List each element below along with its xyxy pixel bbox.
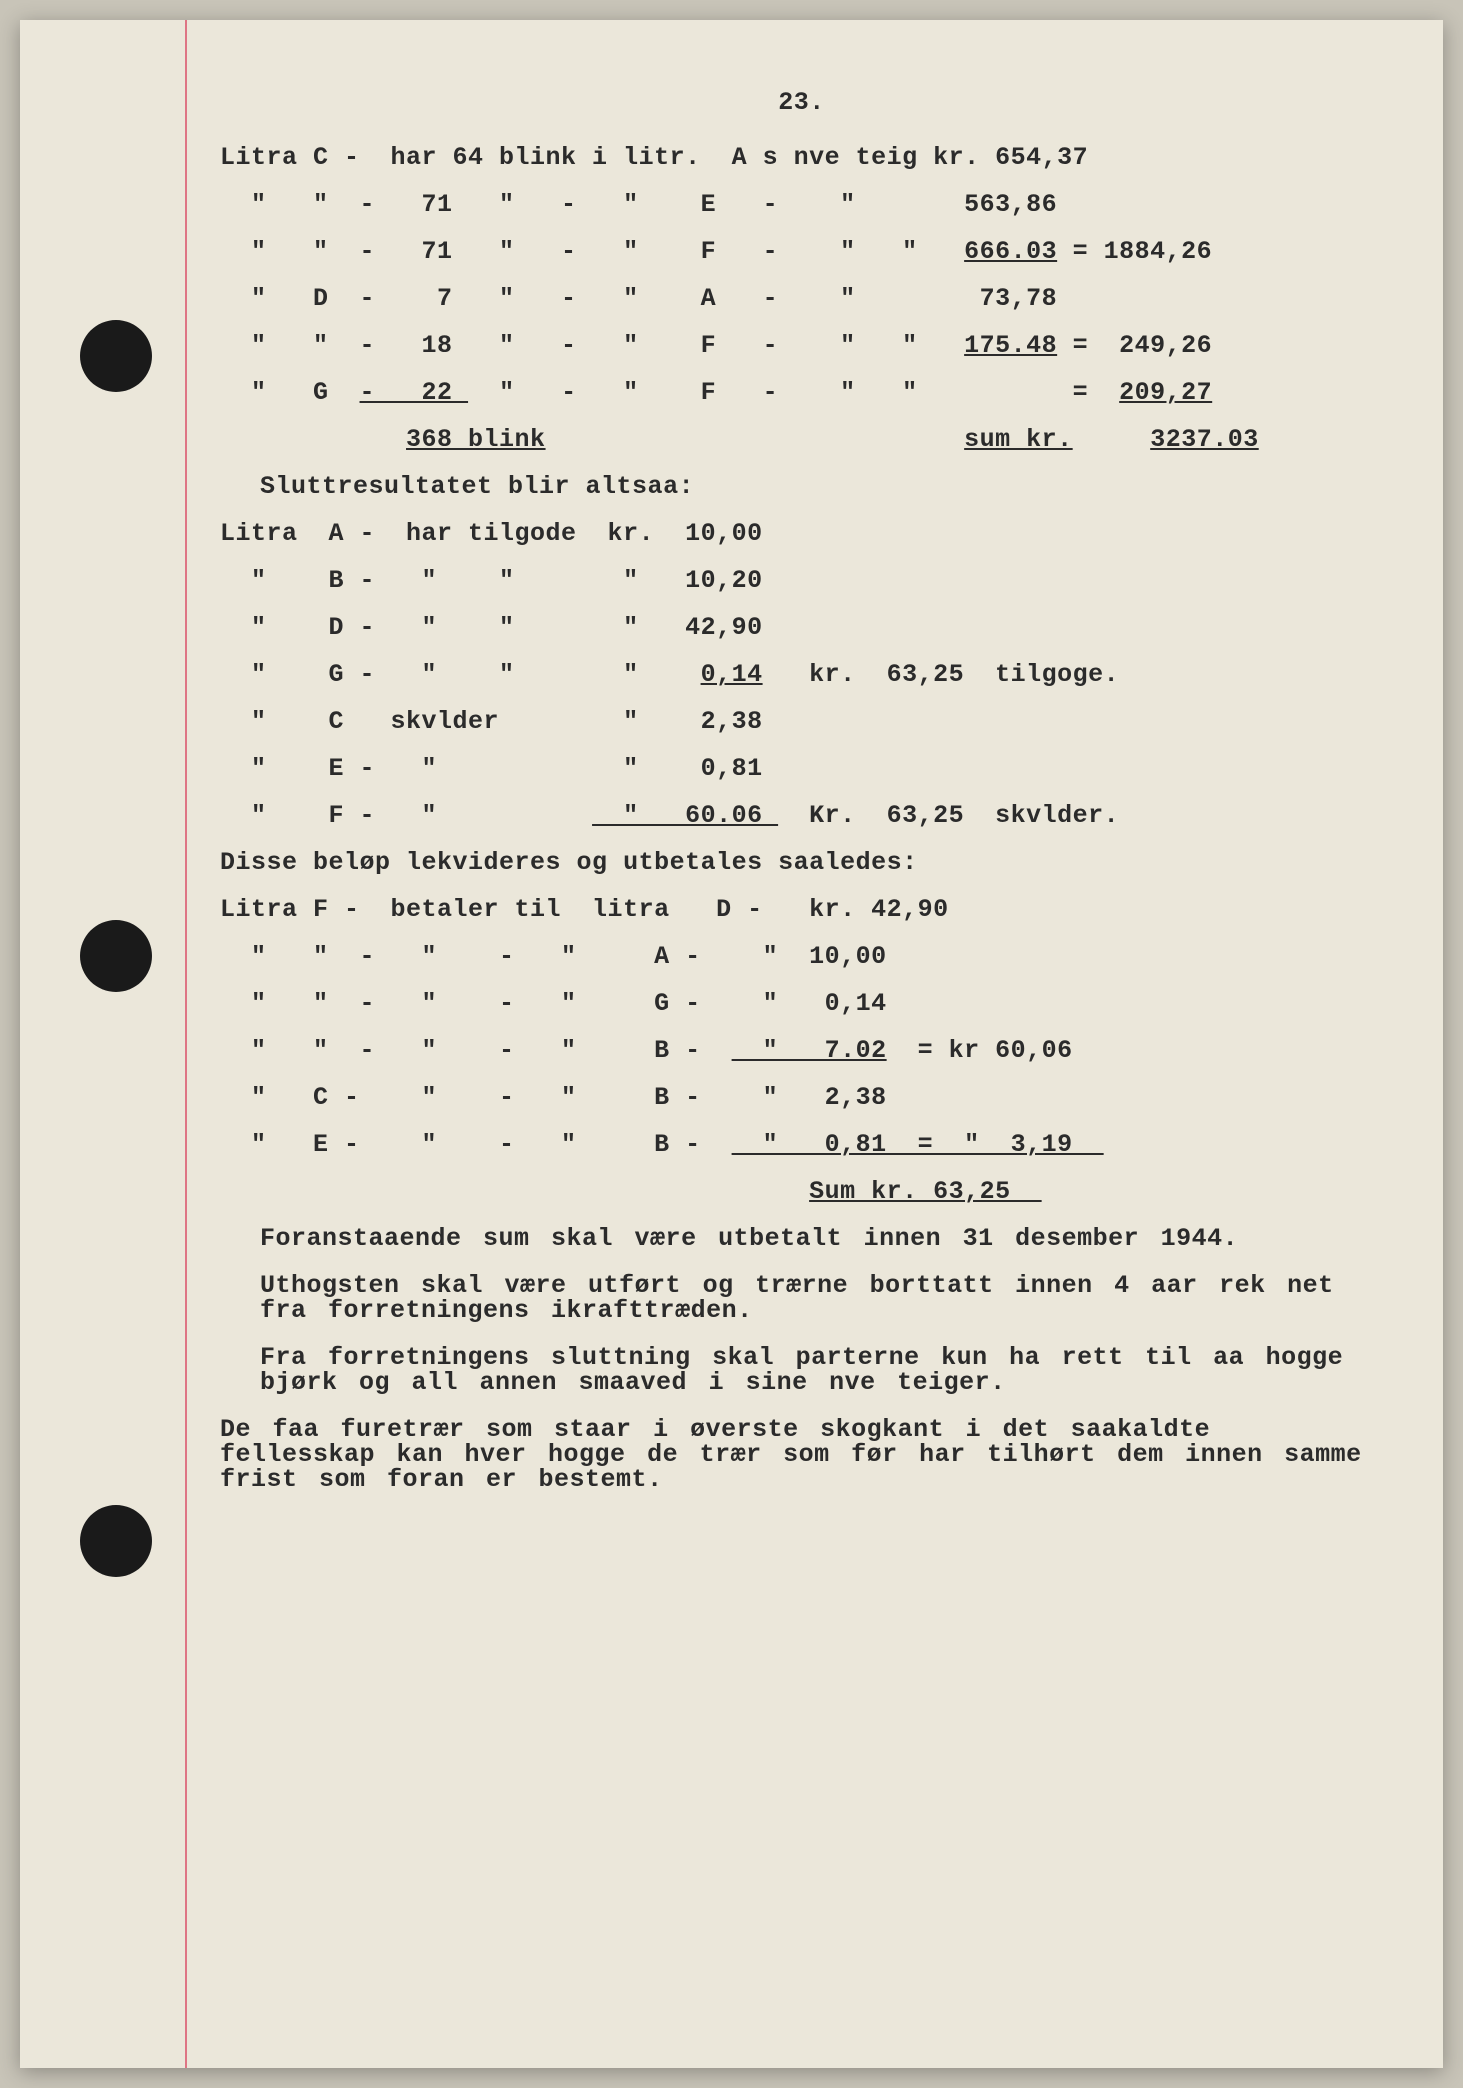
paragraph: Uthogsten skal være utført og trærne bor… (260, 1273, 1383, 1323)
table-row: Sum kr. 63,25 (220, 1179, 1383, 1204)
text-line: Sluttresultatet blir altsaa: (260, 474, 1383, 499)
table-row: " C skvlder " 2,38 (220, 709, 1383, 734)
table-row: " " - 71 " - " F - " " 666.03 = 1884,26 (220, 239, 1383, 264)
table-row: 368 blink sum kr. 3237.03 (220, 427, 1383, 452)
table-row: Litra A - har tilgode kr. 10,00 (220, 521, 1383, 546)
paragraph: De faa furetrær som staar i øverste skog… (220, 1417, 1383, 1492)
table-row: " E - " - " B - " 0,81 = " 3,19 (220, 1132, 1383, 1157)
table-row: " " - " - " G - " 0,14 (220, 991, 1383, 1016)
punch-hole (80, 1505, 152, 1577)
table-row: " G - 22 " - " F - " " = 209,27 (220, 380, 1383, 405)
text-line: Disse beløp lekvideres og utbetales saal… (220, 850, 1383, 875)
table-row: " " - " - " A - " 10,00 (220, 944, 1383, 969)
paragraph: Fra forretningens sluttning skal partern… (260, 1345, 1383, 1395)
table-row: " D - " " " 42,90 (220, 615, 1383, 640)
paragraph: Foranstaaende sum skal være utbetalt inn… (260, 1226, 1383, 1251)
page-number: 23. (220, 90, 1383, 115)
table-row: " G - " " " 0,14 kr. 63,25 tilgoge. (220, 662, 1383, 687)
table-row: " " - 71 " - " E - " 563,86 (220, 192, 1383, 217)
page-content: 23. Litra C - har 64 blink i litr. A s n… (220, 90, 1383, 1514)
table-row: " F - " " 60.06 Kr. 63,25 skvlder. (220, 803, 1383, 828)
document-page: 23. Litra C - har 64 blink i litr. A s n… (20, 20, 1443, 2068)
table-row: " " - 18 " - " F - " " 175.48 = 249,26 (220, 333, 1383, 358)
punch-hole (80, 320, 152, 392)
red-margin-line (185, 20, 187, 2068)
table-row: " D - 7 " - " A - " 73,78 (220, 286, 1383, 311)
table-row: " B - " " " 10,20 (220, 568, 1383, 593)
table-row: " C - " - " B - " 2,38 (220, 1085, 1383, 1110)
table-row: Litra F - betaler til litra D - kr. 42,9… (220, 897, 1383, 922)
table-row: " E - " " 0,81 (220, 756, 1383, 781)
punch-hole (80, 920, 152, 992)
table-row: Litra C - har 64 blink i litr. A s nve t… (220, 145, 1383, 170)
table-row: " " - " - " B - " 7.02 = kr 60,06 (220, 1038, 1383, 1063)
